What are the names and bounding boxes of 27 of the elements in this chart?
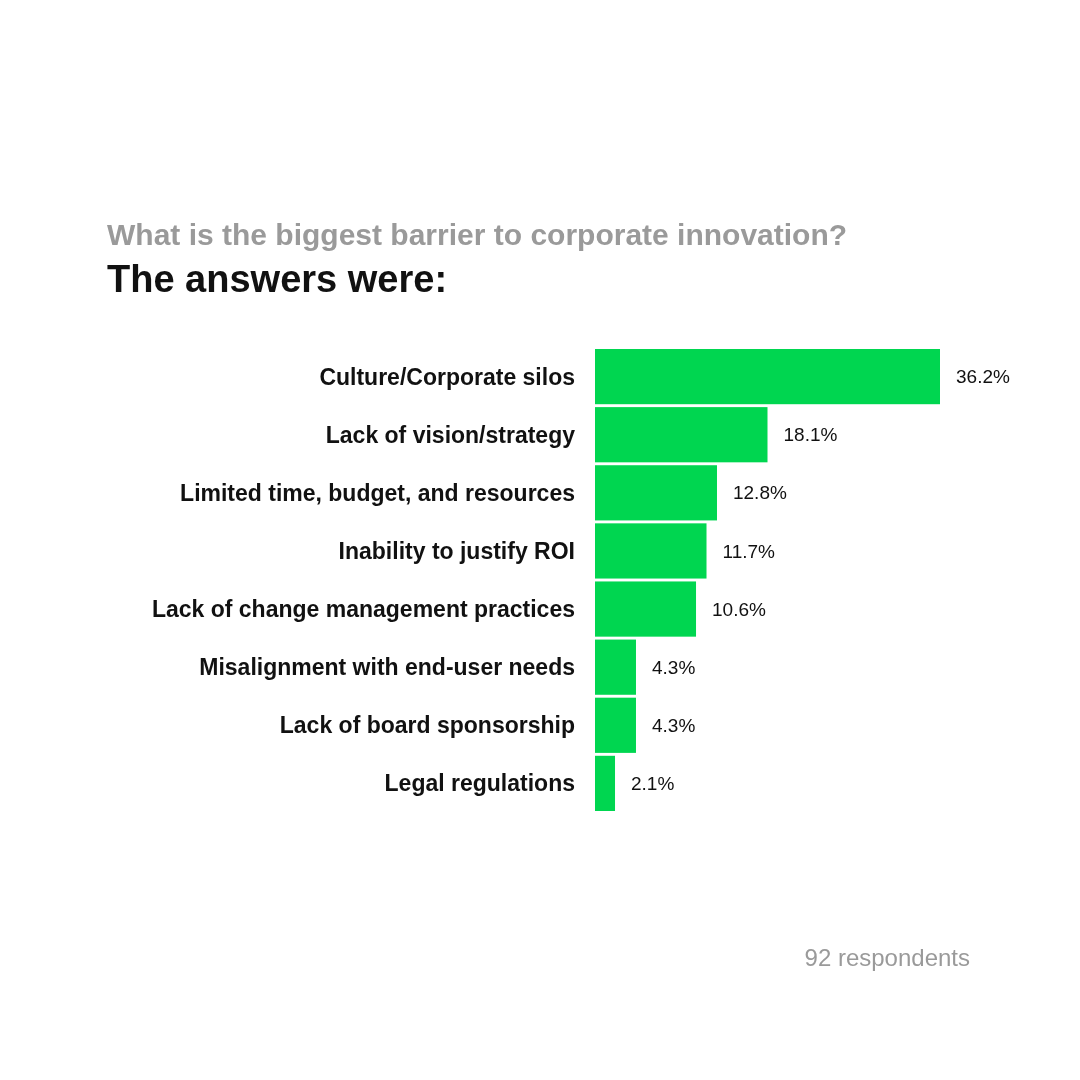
text: The answers were:	[107, 258, 448, 300]
text: 92 respondents	[804, 944, 970, 971]
bar	[595, 581, 697, 637]
bar	[595, 407, 768, 463]
data-label: 12.8%	[732, 482, 787, 504]
y-tick-label: Inability to justify ROI	[338, 537, 575, 564]
data-label: 11.7%	[722, 540, 776, 562]
data-label: 10.6%	[712, 598, 766, 620]
data-label: 36.2%	[956, 366, 1010, 388]
data-label: 4.3%	[651, 656, 696, 678]
data-label: 18.1%	[783, 424, 838, 446]
bar	[595, 755, 616, 811]
data-label: 2.1%	[631, 773, 675, 795]
data-label: 4.3%	[651, 714, 696, 736]
bar	[595, 523, 707, 579]
bar	[595, 349, 940, 405]
chart-title: What is the biggest barrier to corporate innovation?	[107, 218, 848, 251]
y-tick-label: Lack of vision/strategy	[325, 421, 576, 448]
y-tick-label: Lack of board sponsorship	[279, 712, 575, 739]
bar	[595, 639, 636, 695]
y-tick-label: Lack of change management practices	[151, 596, 575, 623]
y-tick-label: Culture/Corporate silos	[319, 363, 575, 390]
y-tick-label: Limited time, budget, and resources	[180, 479, 575, 506]
y-tick-label: Legal regulations	[384, 770, 575, 797]
bar	[595, 465, 717, 521]
y-tick-label: Misalignment with end-user needs	[199, 654, 575, 681]
bar	[595, 697, 636, 753]
